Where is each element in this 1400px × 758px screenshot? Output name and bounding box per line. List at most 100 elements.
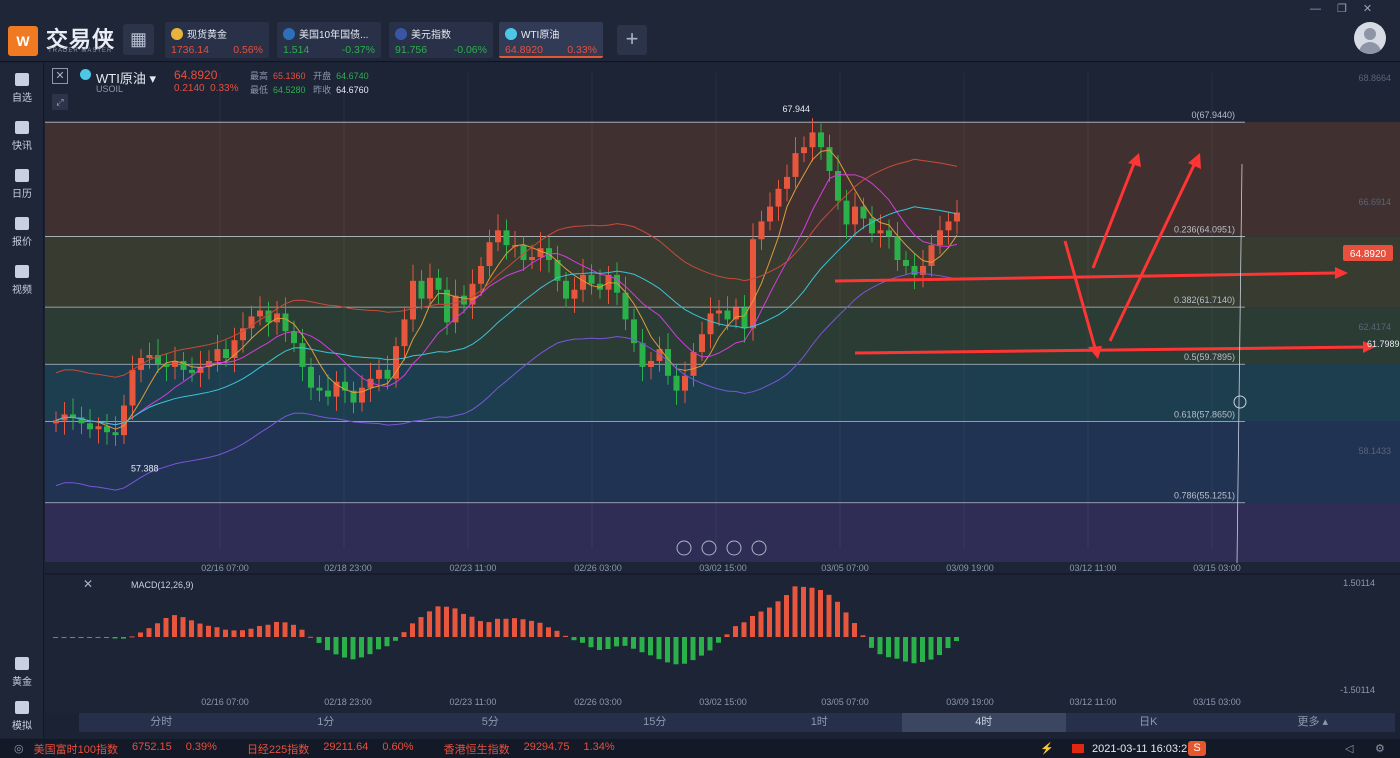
candle <box>452 295 459 323</box>
instrument-tab-0[interactable]: 现货黄金 1736.14 0.56% <box>165 22 269 58</box>
macd-bar <box>53 637 58 638</box>
macd-bar <box>350 637 356 660</box>
macd-bar <box>690 637 696 661</box>
grid-menu-icon[interactable]: ▦ <box>123 24 154 55</box>
user-avatar[interactable] <box>1354 22 1386 54</box>
macd-bar <box>486 622 492 637</box>
sidebar-item-4[interactable]: 视频 <box>0 265 44 296</box>
timeframe-5[interactable]: 4时 <box>901 713 1066 732</box>
candle <box>172 360 178 367</box>
price-axis-label: 61.7989 <box>1367 339 1400 349</box>
macd-bar <box>886 637 891 658</box>
tab-price: 1736.14 <box>171 44 209 56</box>
macd-bar <box>163 617 169 637</box>
sidebar-item-0[interactable]: 自选 <box>0 73 44 104</box>
close-icon[interactable]: ✕ <box>1362 3 1389 15</box>
symbol-dropdown[interactable]: WTI原油 ▾ <box>96 71 156 86</box>
candle <box>248 316 255 329</box>
candle <box>503 230 510 246</box>
macd-bar <box>563 635 568 637</box>
draw-tool-icon[interactable]: ⤢ <box>52 94 68 110</box>
ime-icon[interactable]: S <box>1188 741 1206 756</box>
macd-bar <box>614 637 619 647</box>
macd-time-label: 02/18 23:00 <box>324 697 372 707</box>
sidebar-item-3[interactable]: 报价 <box>0 217 44 248</box>
macd-bar <box>801 586 806 637</box>
headset-icon[interactable]: ◎ <box>14 743 24 755</box>
macd-bar <box>61 637 67 638</box>
macd-bar <box>588 637 594 648</box>
time-axis-label: 03/09 19:00 <box>946 563 994 573</box>
add-tab-button[interactable]: + <box>617 25 647 55</box>
timeframe-3[interactable]: 15分 <box>643 716 667 728</box>
tab-change: 0.33% <box>567 44 597 56</box>
next-icon[interactable] <box>726 540 742 556</box>
macd-bar <box>631 637 636 649</box>
tab-name: 现货黄金 <box>187 30 227 41</box>
timeframe-1[interactable]: 1分 <box>317 716 335 728</box>
ticker-item[interactable]: 美国富时100指数 6752.15 0.39% <box>33 740 217 756</box>
timeframe-4[interactable]: 1时 <box>810 716 828 728</box>
macd-time-label: 03/09 19:00 <box>946 697 994 707</box>
macd-bar <box>954 637 959 642</box>
restore-icon[interactable]: ❐ <box>1337 3 1363 15</box>
sidebar-item-5[interactable]: 黄金 <box>0 657 44 688</box>
tab-change: -0.06% <box>453 44 487 56</box>
prev-icon[interactable] <box>701 540 717 556</box>
macd-bar <box>639 637 645 653</box>
candle <box>78 417 85 424</box>
timeframe-6[interactable]: 日K <box>1139 716 1158 728</box>
instrument-tab-1[interactable]: 美国10年国债... 1.514 -0.37% <box>277 22 381 58</box>
candle <box>631 319 637 344</box>
macd-bar <box>597 637 602 651</box>
oil-icon <box>505 27 517 40</box>
instrument-tab-3[interactable]: WTI原油 64.8920 0.33% <box>499 22 603 58</box>
sidebar-icon <box>15 265 29 278</box>
zoom-out-icon[interactable] <box>676 540 692 556</box>
sidebar-label: 模拟 <box>12 721 32 732</box>
macd-bar <box>418 617 424 637</box>
app-logo: W <box>8 26 38 56</box>
ticker-item[interactable]: 香港恒生指数 29294.75 1.34% <box>443 740 615 756</box>
minimize-icon[interactable]: — <box>1310 3 1337 15</box>
close-chart-icon[interactable]: ✕ <box>52 68 68 84</box>
timeframe-2[interactable]: 5分 <box>481 716 499 728</box>
sidebar-item-1[interactable]: 快讯 <box>0 121 44 152</box>
price-chart[interactable]: 0(67.9440) 0.236(64.0951) 0.382(61.7140) 0.… <box>45 63 1400 713</box>
datetime: 2021-03-11 16:03:2 <box>1092 742 1188 755</box>
sidebar-item-2[interactable]: 日历 <box>0 169 44 200</box>
fib-label: 0.618(57.8650) <box>1174 409 1235 419</box>
symbol-code: USOIL <box>96 84 124 94</box>
candle <box>87 423 93 430</box>
candle <box>231 340 238 358</box>
current-price-tag <box>1343 245 1393 261</box>
ticker-item[interactable]: 日经225指数 29211.64 0.60% <box>246 740 414 756</box>
instrument-tab-2[interactable]: 美元指数 91.756 -0.06% <box>389 22 493 58</box>
candle <box>809 132 816 148</box>
macd-bar <box>316 637 322 643</box>
volume-icon[interactable]: ◁ <box>1345 743 1354 755</box>
settings-icon[interactable]: ⚙ <box>1375 743 1385 755</box>
tab-name: WTI原油 <box>521 30 560 41</box>
sidebar-label: 报价 <box>12 237 32 248</box>
zoom-in-icon[interactable] <box>751 540 767 556</box>
sidebar-item-6[interactable]: 模拟 <box>0 701 44 732</box>
cn-flag-icon <box>1072 744 1084 753</box>
tab-price: 64.8920 <box>505 44 543 56</box>
macd-bar <box>104 637 109 638</box>
macd-bar <box>818 590 823 637</box>
candle <box>597 283 603 290</box>
candle <box>928 245 935 266</box>
fib-zone-1 <box>45 236 1400 308</box>
macd-bar <box>750 615 755 637</box>
candle <box>920 265 926 275</box>
macd-bar <box>945 637 951 649</box>
macd-bar <box>529 620 534 637</box>
price-axis-label: 62.4174 <box>1358 322 1391 332</box>
timeframe-7[interactable]: 更多 ▴ <box>1297 716 1329 728</box>
timeframe-0[interactable]: 分时 <box>150 716 173 728</box>
chart-area[interactable]: 0(67.9440) 0.236(64.0951) 0.382(61.7140) 0.… <box>45 63 1400 713</box>
macd-bar <box>622 637 628 646</box>
candle <box>316 387 323 391</box>
window-controls[interactable]: —❐✕ <box>1310 2 1388 15</box>
